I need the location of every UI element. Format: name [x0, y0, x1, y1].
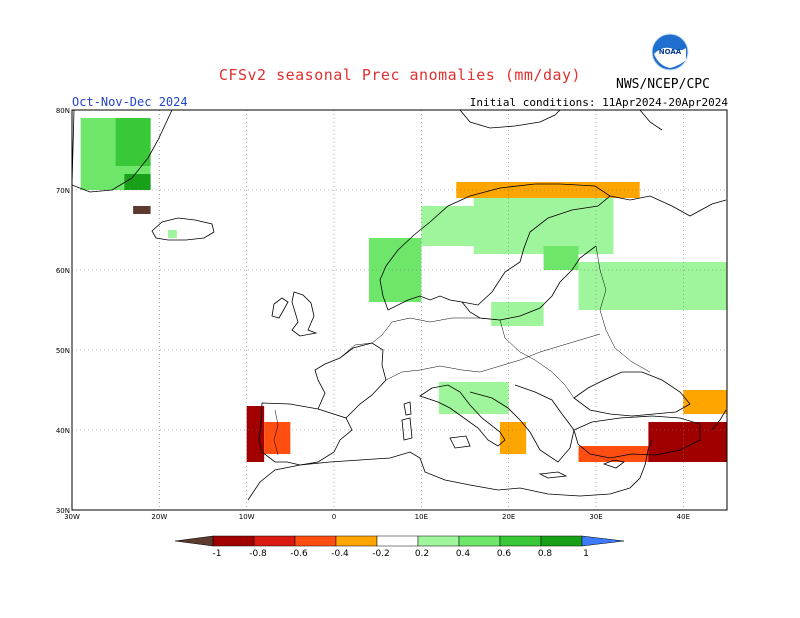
- legend-label-5: 0.2: [415, 549, 429, 559]
- forecast-period: Oct-Nov-Dec 2024: [72, 95, 188, 109]
- coastlines: [72, 110, 727, 501]
- legend-box-2: [294, 535, 337, 547]
- legend-box-8: [540, 535, 583, 547]
- coastline-levant: [629, 439, 653, 489]
- lon-label-10W: 10W: [239, 513, 255, 521]
- legend-label-7: 0.6: [497, 549, 512, 559]
- coastline-france: [314, 342, 387, 419]
- anomaly-cell-13: [246, 406, 265, 462]
- legend-box-3: [335, 535, 378, 547]
- lon-label-30W: 30W: [64, 513, 80, 521]
- latitude-labels: 80N 70N 60N 50N 40N 30N: [56, 107, 70, 515]
- map-frame: [71, 109, 728, 511]
- lon-label-40E: 40E: [677, 513, 690, 521]
- longitude-labels: 30W 20W 10W 0 10E 20E 30E 40E: [64, 513, 690, 521]
- border-spain-portugal: [273, 409, 279, 456]
- coastline-balkans: [469, 384, 575, 463]
- coastline-north-africa: [247, 451, 631, 501]
- legend-box-6: [458, 535, 501, 547]
- legend-label-9: 1: [583, 549, 589, 559]
- coastline-cyprus: [602, 459, 625, 469]
- coastline-caspian: [711, 409, 727, 431]
- lon-label-0: 0: [332, 513, 336, 521]
- lat-label-80N: 80N: [56, 107, 70, 115]
- lon-label-20E: 20E: [502, 513, 515, 521]
- anomaly-cell-2: [124, 174, 151, 190]
- coastline-ireland: [271, 297, 289, 319]
- legend-label-8: 0.8: [538, 549, 553, 559]
- anomaly-cell-1: [115, 118, 151, 166]
- coastline-turkey: [573, 415, 701, 459]
- coastline-crete: [538, 471, 568, 479]
- lat-label-50N: 50N: [56, 347, 70, 355]
- legend-label-4: -0.2: [372, 549, 390, 559]
- graticule: [72, 110, 727, 510]
- agency-label: NWS/NCEP/CPC: [616, 77, 710, 92]
- initial-conditions: Initial conditions: 11Apr2024-20Apr2024: [469, 96, 728, 109]
- legend-box-0: [212, 535, 255, 547]
- anomaly-cell-4: [168, 230, 177, 238]
- lat-label-30N: 30N: [56, 507, 70, 515]
- lon-label-20W: 20W: [151, 513, 167, 521]
- lat-label-70N: 70N: [56, 187, 70, 195]
- coastline-britain: [291, 291, 318, 337]
- border-europe-west: [339, 317, 501, 359]
- lon-label-30E: 30E: [589, 513, 602, 521]
- legend-label-6: 0.4: [456, 549, 471, 559]
- coastline-arctic-russia: [609, 195, 727, 217]
- legend-tick-labels: -1 -0.8 -0.6 -0.4 -0.2 0.2 0.4 0.6 0.8 1: [213, 549, 589, 559]
- coastline-iceland: [151, 217, 215, 241]
- legend-box-7: [499, 535, 542, 547]
- coastline-sardinia: [401, 417, 413, 441]
- coastline-italy: [419, 384, 506, 447]
- border-europe-central: [385, 333, 601, 381]
- coastline-svalbard: [459, 110, 561, 129]
- anomaly-cell-17: [683, 390, 727, 414]
- coastline-novaya-zemlya: [639, 110, 663, 131]
- coastline-black-sea: [573, 371, 691, 417]
- lon-label-10E: 10E: [415, 513, 428, 521]
- coastline-scandinavia: [379, 183, 611, 311]
- chart-title: CFSv2 seasonal Prec anomalies (mm/day): [218, 66, 582, 84]
- legend-box-5: [417, 535, 460, 547]
- coastline-greenland: [72, 110, 173, 193]
- lat-label-40N: 40N: [56, 427, 70, 435]
- coastline-iberia: [258, 402, 353, 466]
- noaa-logo-icon: NOAA: [651, 33, 689, 71]
- legend-label-1: -0.8: [249, 549, 267, 559]
- legend-box-1: [253, 535, 296, 547]
- noaa-logo-text: NOAA: [659, 48, 682, 56]
- legend-label-0: -1: [213, 549, 222, 559]
- country-borders: [273, 245, 651, 456]
- legend-high-arrow: [581, 535, 625, 547]
- legend-low-arrow: [174, 535, 214, 547]
- legend-label-3: -0.4: [331, 549, 349, 559]
- anomaly-cell-11: [491, 302, 544, 326]
- anomaly-cell-16: [648, 422, 727, 462]
- coastline-sicily: [449, 435, 471, 449]
- legend-box-4: [376, 535, 419, 547]
- legend-color-boxes: [174, 535, 625, 547]
- anomaly-cell-3: [133, 206, 151, 214]
- lat-label-60N: 60N: [56, 267, 70, 275]
- coastline-baltic: [461, 245, 597, 321]
- coastline-corsica: [403, 401, 412, 416]
- anomaly-cell-18: [499, 422, 527, 454]
- legend-label-2: -0.6: [290, 549, 308, 559]
- border-russia: [595, 245, 651, 373]
- anomaly-cell-8: [473, 190, 614, 254]
- border-europe-east: [499, 319, 575, 399]
- anomaly-cell-9: [543, 246, 579, 270]
